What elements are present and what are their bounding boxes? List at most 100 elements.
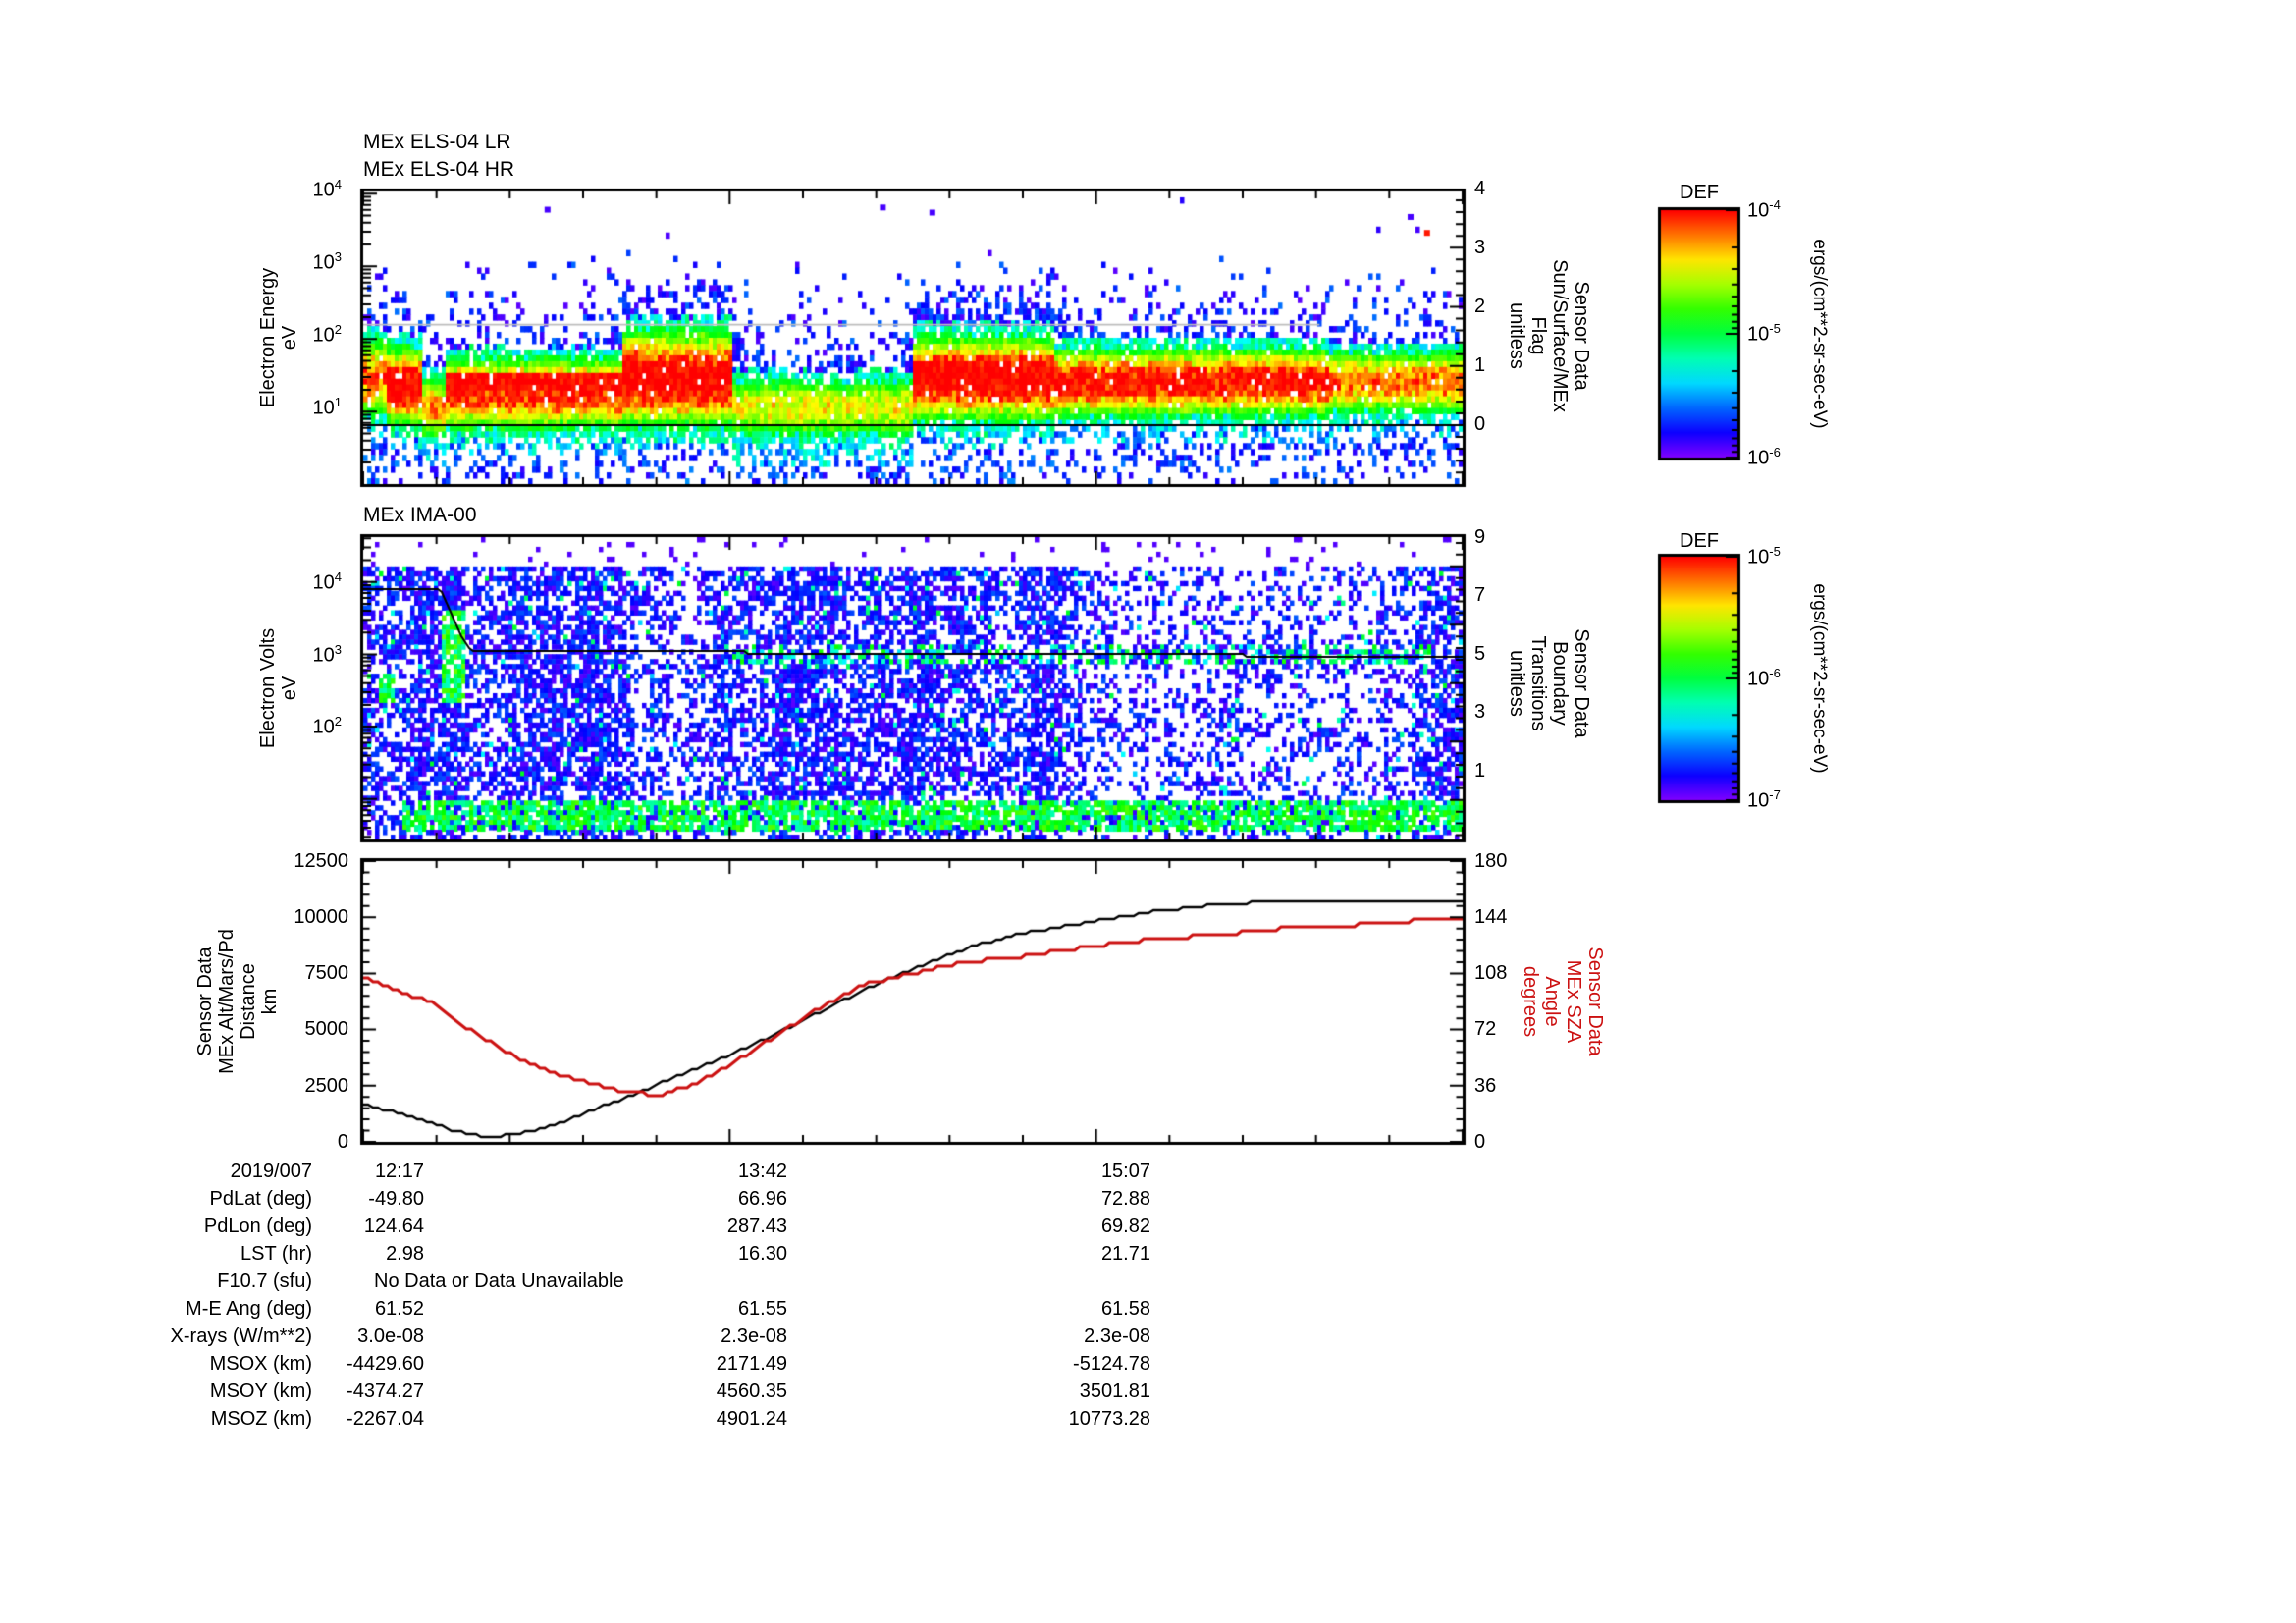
ima-rtick: 9 — [1474, 526, 1486, 548]
axis-label-line: Sun/Surface/MEx — [1549, 259, 1571, 412]
colorbar-tick: 10-6 — [1747, 666, 1781, 690]
table-cell: 61.58 — [1100, 1298, 1150, 1320]
els-ytick: 104 — [312, 177, 342, 201]
table-cell: 10773.28 — [1068, 1408, 1150, 1430]
colorbar-tick: 10-5 — [1747, 321, 1781, 346]
els-title-hr: MEx ELS-04 HR — [363, 158, 515, 181]
table-row-label: LST (hr) — [240, 1243, 312, 1265]
table-row-label: MSOZ (km) — [210, 1408, 312, 1430]
orbit-rtick: 36 — [1474, 1075, 1497, 1097]
colorbar-tick: 10-6 — [1747, 445, 1781, 469]
axis-label-line: Sensor Data — [1571, 281, 1592, 391]
axis-label-line: ergs/(cm**2-sr-sec-eV) — [1809, 583, 1830, 774]
els-flag-tick: 3 — [1474, 237, 1486, 258]
table-cell: 15:07 — [1100, 1161, 1150, 1182]
ima-rtick: 1 — [1474, 760, 1486, 782]
els-ytick: 102 — [312, 322, 342, 347]
table-cell: -4429.60 — [347, 1353, 424, 1375]
table-row-label: X-rays (W/m**2) — [170, 1325, 312, 1347]
axis-label-line: Flag — [1527, 316, 1549, 355]
ima-rtick: 7 — [1474, 584, 1486, 606]
axis-label-line: unitless — [1506, 650, 1527, 717]
orbit-ytick: 12500 — [294, 850, 348, 872]
axis-label-line: Electron Volts — [257, 627, 279, 749]
table-cell: 2.98 — [386, 1243, 424, 1265]
ima-boundary-axis-label: Sensor Data Boundary Transitions unitles… — [1506, 628, 1592, 737]
els-title-lr: MEx ELS-04 LR — [363, 131, 511, 153]
els-y-axis-label: Electron Energy eV — [257, 268, 300, 407]
orbit-sza-axis-label: Sensor Data MEx SZA Angle degrees — [1520, 947, 1606, 1055]
table-cell: 3501.81 — [1079, 1380, 1150, 1402]
table-row-label: MSOX (km) — [209, 1353, 312, 1375]
table-cell: 12:17 — [374, 1161, 424, 1182]
axis-label-line: Angle — [1541, 976, 1563, 1027]
axis-label-line: unitless — [1506, 302, 1527, 369]
axis-label-line: MEx Alt/Mars/Pd — [216, 929, 238, 1074]
table-cell: 72.88 — [1100, 1188, 1150, 1210]
orbit-ytick: 2500 — [304, 1075, 349, 1097]
table-cell: -2267.04 — [347, 1408, 424, 1430]
table-cell: 4560.35 — [716, 1380, 787, 1402]
table-cell-nodata: No Data or Data Unavailable — [374, 1271, 624, 1292]
ima-ytick: 103 — [312, 642, 342, 667]
orbit-ytick: 7500 — [304, 962, 349, 984]
els-flag-tick: 1 — [1474, 354, 1486, 376]
axis-label-line: Sensor Data — [1584, 947, 1606, 1056]
axis-label-line: Sensor Data — [194, 947, 216, 1056]
table-row-label: 2019/007 — [230, 1161, 312, 1182]
colorbar-tick: 10-7 — [1747, 787, 1781, 812]
axis-label-line: Electron Energy — [257, 267, 279, 408]
axis-label-line: Transitions — [1527, 635, 1549, 731]
axis-label-line: eV — [279, 325, 300, 351]
table-cell: 69.82 — [1100, 1216, 1150, 1237]
axis-label-line: Distance — [238, 963, 259, 1040]
orbit-ytick: 10000 — [294, 906, 348, 928]
table-cell: 3.0e-08 — [357, 1325, 424, 1347]
els-ytick: 103 — [312, 249, 342, 274]
table-cell: 124.64 — [363, 1216, 424, 1237]
orbit-rtick: 144 — [1474, 906, 1508, 928]
table-row-label: MSOY (km) — [209, 1380, 312, 1402]
table-row-label: PdLat (deg) — [209, 1188, 312, 1210]
ima-rtick: 3 — [1474, 701, 1486, 723]
table-cell: -5124.78 — [1073, 1353, 1150, 1375]
table-cell: 4901.24 — [716, 1408, 787, 1430]
orbit-ytick: 0 — [337, 1131, 348, 1153]
axis-label-line: km — [259, 988, 281, 1015]
table-row-label: F10.7 (sfu) — [217, 1271, 312, 1292]
orbit-rtick: 180 — [1474, 850, 1508, 872]
table-cell: 2171.49 — [716, 1353, 787, 1375]
axis-label-line: Sensor Data — [1571, 628, 1592, 738]
els-ytick: 101 — [312, 395, 342, 419]
colorbar-tick: 10-4 — [1747, 197, 1781, 222]
table-row-label: PdLon (deg) — [203, 1216, 312, 1237]
colorbar-tick: 10-5 — [1747, 544, 1781, 568]
axis-label-line: ergs/(cm**2-sr-sec-eV) — [1809, 239, 1830, 429]
axis-label-line: MEx SZA — [1563, 959, 1584, 1044]
table-row-label: M-E Ang (deg) — [186, 1298, 312, 1320]
colorbar-title: DEF — [1680, 182, 1719, 203]
orbit-rtick: 0 — [1474, 1131, 1486, 1153]
table-cell: 287.43 — [726, 1216, 787, 1237]
table-cell: 21.71 — [1100, 1243, 1150, 1265]
colorbar-units-label: ergs/(cm**2-sr-sec-eV) — [1808, 583, 1830, 773]
els-flag-tick: 0 — [1474, 413, 1486, 435]
els-flag-axis-label: Sensor Data Sun/Surface/MEx Flag unitles… — [1506, 259, 1592, 412]
els-flag-tick: 4 — [1474, 178, 1486, 199]
ima-y-axis-label: Electron Volts eV — [257, 628, 300, 748]
orbit-y-axis-label: Sensor Data MEx Alt/Mars/Pd Distance km — [194, 929, 281, 1074]
ima-ytick: 104 — [312, 569, 342, 594]
table-cell: 66.96 — [737, 1188, 787, 1210]
axis-label-line: eV — [279, 676, 300, 701]
table-cell: 16.30 — [737, 1243, 787, 1265]
orbit-rtick: 108 — [1474, 962, 1508, 984]
ima-rtick: 5 — [1474, 643, 1486, 665]
axis-label-line: Boundary — [1549, 641, 1571, 726]
ima-title: MEx IMA-00 — [363, 504, 477, 526]
table-cell: -4374.27 — [347, 1380, 424, 1402]
ima-ytick: 102 — [312, 714, 342, 738]
colorbar-title: DEF — [1680, 530, 1719, 552]
orbit-ytick: 5000 — [304, 1018, 349, 1040]
